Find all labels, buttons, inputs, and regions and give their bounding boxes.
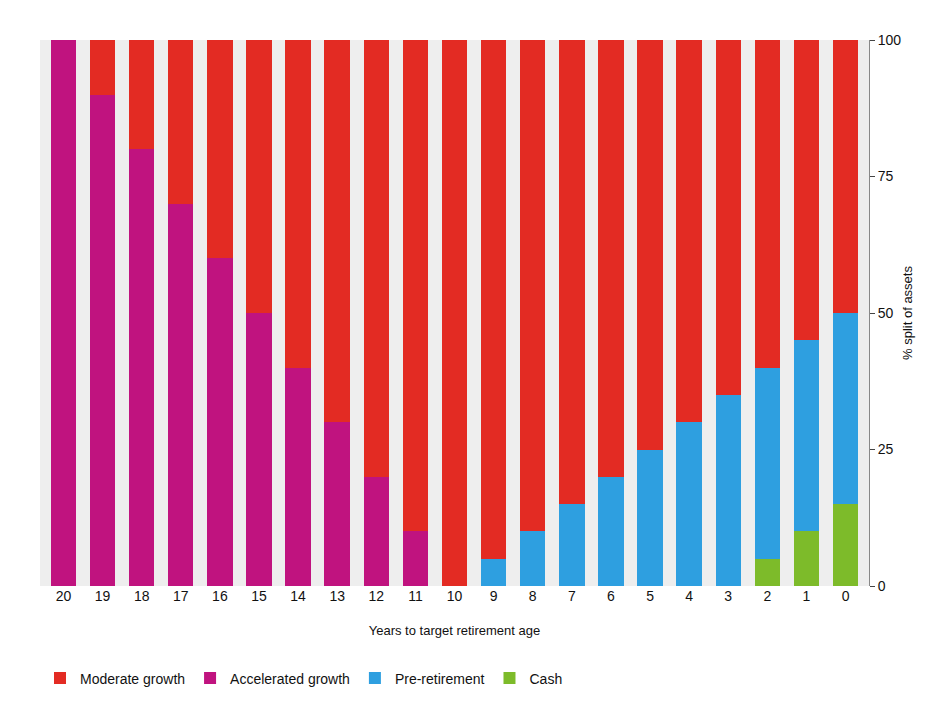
svg-text:0: 0 (878, 578, 886, 594)
svg-text:100: 100 (878, 32, 902, 48)
svg-text:75: 75 (878, 168, 894, 184)
svg-text:Moderate growth: Moderate growth (80, 671, 185, 687)
svg-text:2: 2 (763, 588, 771, 604)
svg-text:13: 13 (329, 588, 345, 604)
svg-text:5: 5 (646, 588, 654, 604)
svg-text:15: 15 (251, 588, 267, 604)
svg-text:Pre-retirement: Pre-retirement (395, 671, 485, 687)
svg-text:Accelerated growth: Accelerated growth (230, 671, 350, 687)
svg-text:Years to target retirement age: Years to target retirement age (369, 623, 541, 638)
svg-text:50: 50 (878, 305, 894, 321)
svg-text:14: 14 (290, 588, 306, 604)
svg-text:19: 19 (95, 588, 111, 604)
svg-text:20: 20 (56, 588, 72, 604)
svg-text:7: 7 (568, 588, 576, 604)
svg-text:12: 12 (369, 588, 385, 604)
svg-text:8: 8 (529, 588, 537, 604)
svg-text:9: 9 (490, 588, 498, 604)
svg-text:Cash: Cash (529, 671, 562, 687)
svg-text:10: 10 (447, 588, 463, 604)
svg-text:18: 18 (134, 588, 150, 604)
svg-text:0: 0 (842, 588, 850, 604)
svg-text:17: 17 (173, 588, 189, 604)
svg-text:16: 16 (212, 588, 228, 604)
svg-text:11: 11 (408, 588, 423, 604)
svg-text:% split of assets: % split of assets (900, 266, 915, 360)
svg-text:25: 25 (878, 441, 894, 457)
svg-text:4: 4 (685, 588, 693, 604)
svg-text:1: 1 (803, 588, 811, 604)
svg-text:3: 3 (724, 588, 732, 604)
svg-text:6: 6 (607, 588, 615, 604)
